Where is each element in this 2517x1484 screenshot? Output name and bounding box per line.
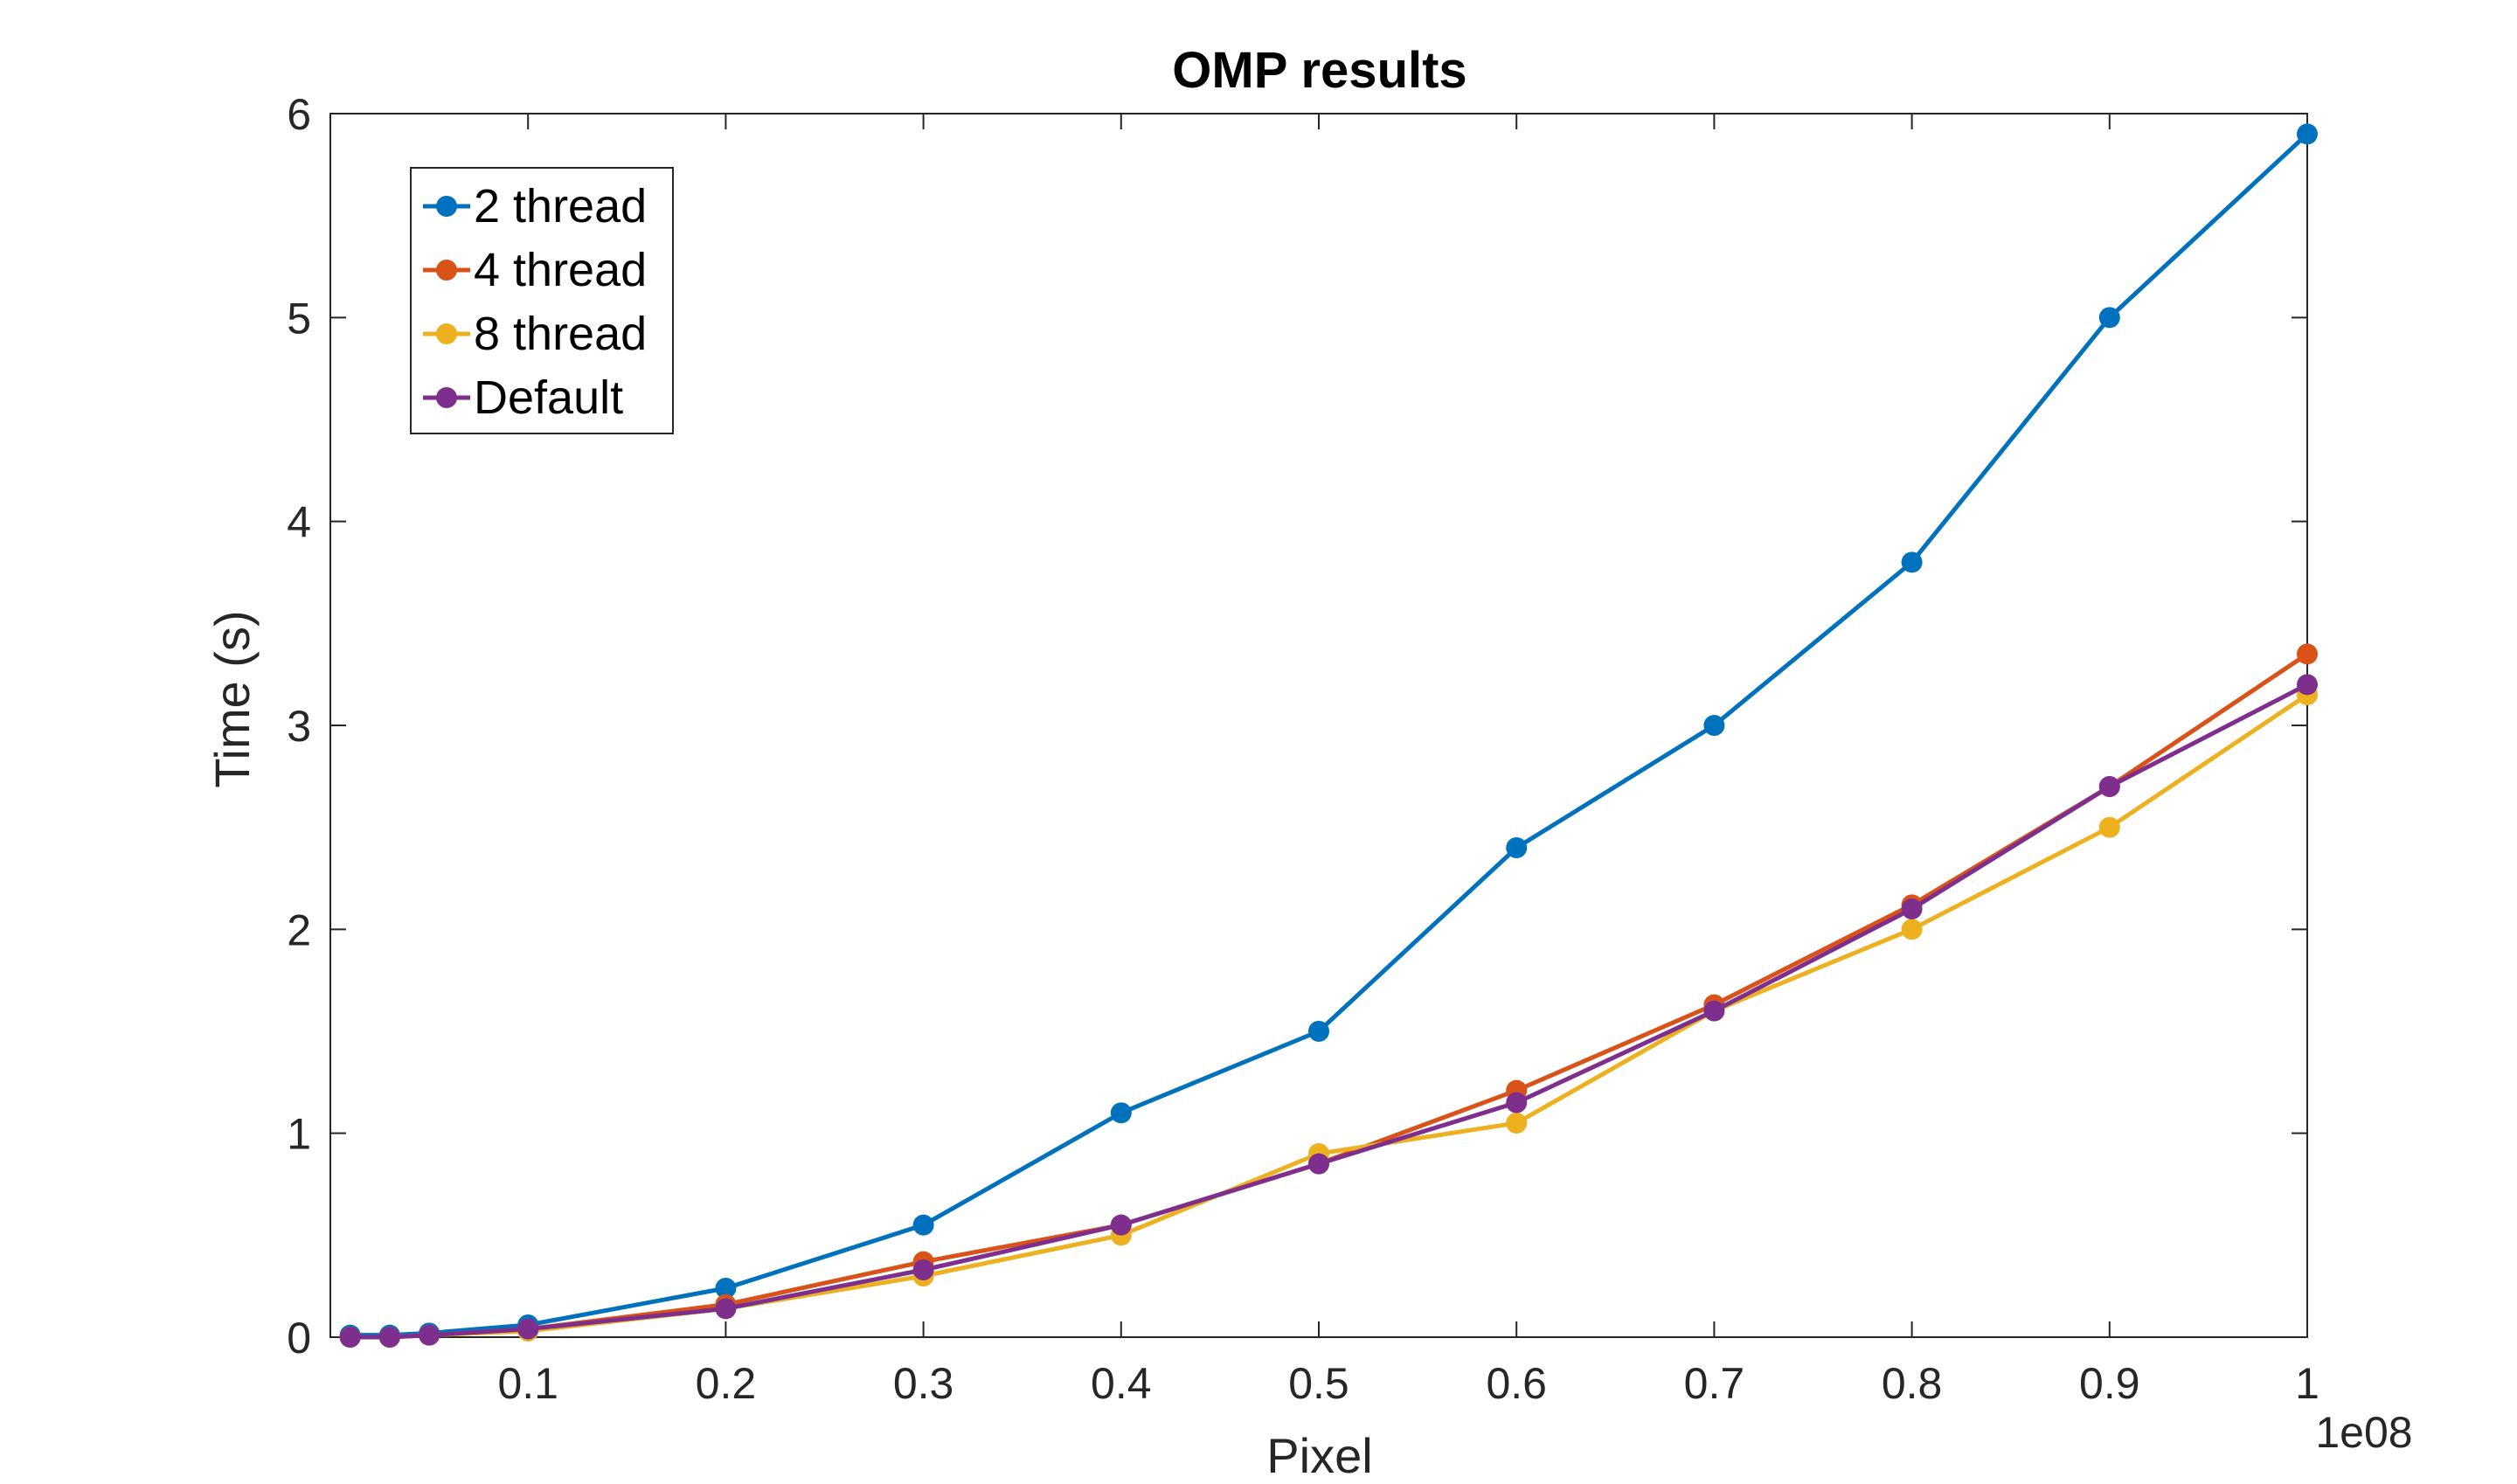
y-tick-label: 5 [287, 294, 311, 343]
data-point-default [339, 1327, 361, 1348]
legend-label-8-thread: 8 thread [474, 308, 647, 360]
y-axis-title: Time (s) [205, 610, 260, 787]
x-tick-label: 0.2 [696, 1359, 757, 1408]
data-point-8-thread [1901, 919, 1923, 940]
x-axis-title: Pixel [1266, 1428, 1372, 1483]
legend-item-4-thread: 4 thread [423, 244, 647, 296]
data-point-default [1506, 1092, 1528, 1113]
x-tick-label: 0.6 [1486, 1359, 1547, 1408]
data-point-default [378, 1327, 400, 1348]
x-tick-label: 0.5 [1288, 1359, 1349, 1408]
legend-item-2-thread: 2 thread [423, 180, 647, 232]
data-point-default [1703, 1000, 1725, 1022]
data-point-default [1308, 1153, 1329, 1175]
legend-label-default: Default [474, 371, 623, 424]
data-point-2-thread [1110, 1102, 1132, 1124]
legend: 2 thread 4 thread 8 thread Default [410, 167, 674, 434]
series-line-8-thread [350, 692, 2309, 1340]
series-line-default [350, 683, 2309, 1340]
x-tick-label: 0.1 [497, 1359, 558, 1408]
data-point-2-thread [1308, 1021, 1329, 1042]
x-tick-label: 1 [2295, 1359, 2319, 1408]
chart-title: OMP results [1172, 42, 1467, 99]
legend-label-2-thread: 2 thread [474, 180, 647, 232]
data-point-default [1110, 1214, 1132, 1236]
series-8-thread [339, 684, 2318, 1348]
data-point-2-thread [1703, 715, 1725, 736]
data-point-default [715, 1298, 737, 1320]
x-tick-label: 0.7 [1684, 1359, 1745, 1408]
y-tick-label: 4 [287, 498, 311, 547]
series-4-thread [339, 643, 2318, 1348]
data-point-4-thread [2297, 643, 2318, 665]
x-tick-label: 0.9 [2079, 1359, 2140, 1408]
data-point-2-thread [2297, 123, 2318, 145]
data-point-default [2098, 776, 2120, 797]
x-tick-label: 0.4 [1091, 1359, 1152, 1408]
series-default [339, 674, 2318, 1348]
y-tick-label: 3 [287, 702, 311, 751]
plot-axes: 0.1 0.2 0.3 0.4 0.5 0.6 0.7 0.8 0.9 1 0 1 2 3 4 5 6 [287, 90, 2319, 1408]
data-point-2-thread [715, 1278, 737, 1299]
series-line-4-thread [350, 652, 2309, 1340]
data-point-8-thread [1506, 1113, 1528, 1134]
legend-item-default: Default [423, 371, 623, 424]
data-point-default [2297, 674, 2318, 696]
x-tick-label: 0.3 [893, 1359, 954, 1408]
data-point-default [419, 1324, 440, 1346]
data-point-default [912, 1259, 934, 1280]
y-tick-label: 2 [287, 905, 311, 954]
y-tick-label: 6 [287, 90, 311, 139]
legend-marker-default [436, 387, 457, 408]
y-tick-label: 1 [287, 1110, 311, 1159]
legend-label-4-thread: 4 thread [474, 244, 647, 296]
data-point-2-thread [912, 1214, 934, 1236]
data-point-default [1901, 898, 1923, 919]
legend-marker-4-thread [436, 260, 457, 281]
legend-item-8-thread: 8 thread [423, 308, 647, 360]
legend-marker-2-thread [436, 196, 457, 217]
y-tick-label: 0 [287, 1314, 311, 1363]
data-point-2-thread [1506, 837, 1528, 858]
data-point-2-thread [1901, 551, 1923, 573]
data-point-8-thread [2098, 816, 2120, 838]
data-point-2-thread [2098, 307, 2120, 329]
legend-marker-8-thread [436, 323, 457, 344]
x-axis-multiplier: 1e08 [2315, 1408, 2412, 1457]
series-layer [339, 123, 2318, 1348]
data-point-default [517, 1318, 539, 1340]
x-tick-label: 0.8 [1882, 1359, 1943, 1408]
